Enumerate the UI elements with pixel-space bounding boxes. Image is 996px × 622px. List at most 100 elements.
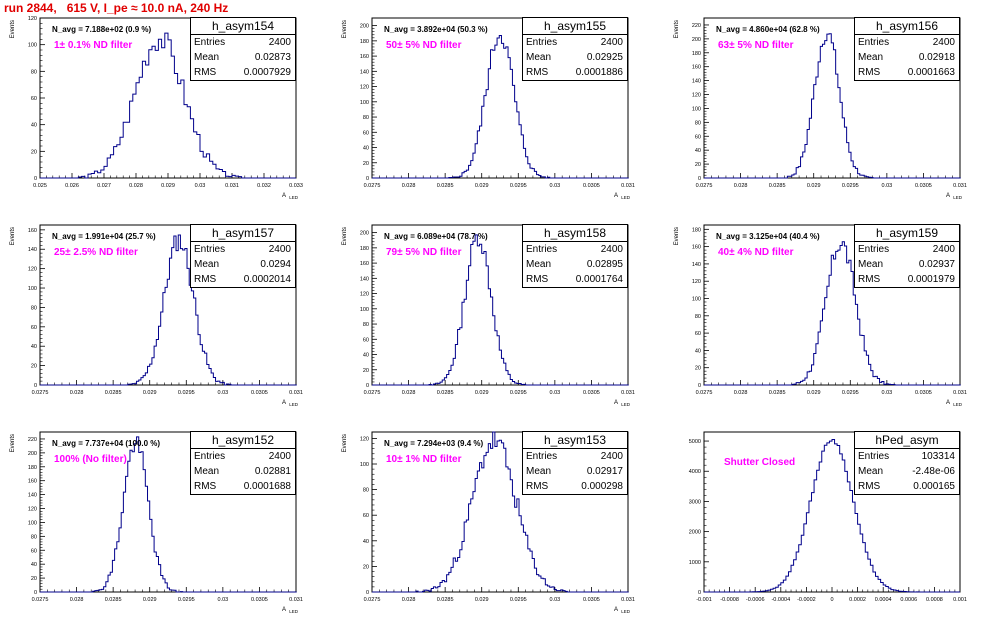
y-tick-label: 20 (31, 149, 37, 155)
y-tick-label: 120 (360, 292, 369, 298)
stats-row-rms: RMS 0.0001663 (855, 65, 959, 80)
x-axis-title-subscript: LED (289, 609, 299, 614)
x-tick-label: 0.03 (549, 183, 560, 189)
stats-value: 0.02925 (586, 52, 623, 63)
y-tick-label: 80 (695, 314, 701, 320)
y-tick-label: 140 (360, 276, 369, 282)
stats-value: 2400 (268, 451, 291, 462)
y-tick-label: 160 (360, 54, 369, 60)
histogram-line (704, 33, 961, 179)
plot-frame (39, 431, 297, 593)
stats-row-entries: Entries 2400 (191, 35, 295, 50)
histogram-svg: 0.0275 0.028 0.0285 0.029 0.0295 0.03 0.0305 0.… (342, 17, 635, 200)
x-tick-label: 0.029 (807, 390, 821, 396)
y-tick-label: 20 (31, 364, 37, 370)
y-tick-label: 100 (28, 43, 37, 49)
histogram-pad-h_asym159: 0.0275 0.028 0.0285 0.029 0.0295 0.03 0.0305 0.… (664, 207, 967, 407)
histogram-svg: 0.0275 0.028 0.0285 0.029 0.0295 0.03 0.0305 0.… (10, 224, 303, 407)
y-axis-title: Events (10, 20, 16, 38)
histogram-svg: -0.001 -0.0008 -0.0006 -0.0004 -0.0002 0 0.000… (689, 431, 967, 603)
stats-value: 0.0001764 (575, 274, 623, 285)
y-tick-label: 2000 (689, 530, 701, 536)
stats-label: Mean (526, 466, 552, 477)
stats-label: Entries (526, 244, 558, 255)
histogram-line (40, 32, 296, 179)
x-tick-label: 0.029 (475, 597, 489, 603)
stats-label: RMS (858, 481, 881, 492)
x-tick-label: 0.0295 (178, 597, 195, 603)
x-axis-title: A (614, 400, 618, 406)
stats-label: Mean (858, 259, 884, 270)
x-tick-label: 0.029 (475, 390, 489, 396)
histogram-name: hPed_asym (855, 432, 959, 449)
y-tick-label: 120 (692, 279, 701, 285)
x-tick-label: 0.029 (161, 183, 175, 189)
filter-label: 25± 2.5% ND filter (54, 247, 138, 258)
stats-label: Mean (526, 259, 552, 270)
y-tick-label: 160 (28, 479, 37, 485)
y-tick-label: 60 (363, 513, 369, 519)
histogram-name: h_asym157 (191, 225, 295, 242)
histogram-name: h_asym152 (191, 432, 295, 449)
y-tick-label: 5000 (689, 439, 701, 445)
y-tick-label: 220 (28, 437, 37, 443)
histogram-pad-h_asym154: 0.025 0.026 0.027 0.028 0.029 0.03 0.031 0.032 0… (0, 0, 303, 200)
x-tick-label: 0.0285 (437, 183, 454, 189)
y-tick-label: 20 (31, 576, 37, 582)
x-tick-label: 0.028 (129, 183, 143, 189)
stats-value: 0.0001886 (575, 67, 623, 78)
x-tick-label: 0.028 (734, 390, 748, 396)
y-tick-label: 0 (34, 383, 37, 389)
x-tick-label: 0.031 (621, 597, 635, 603)
histogram-svg: 0.0275 0.028 0.0285 0.029 0.0295 0.03 0.0305 0.… (342, 224, 635, 407)
x-tick-label: 0.0008 (926, 597, 943, 603)
stats-label: RMS (194, 274, 217, 285)
histogram-name: h_asym156 (855, 18, 959, 35)
filter-label: 10± 1% ND filter (386, 454, 462, 465)
y-tick-label: 100 (360, 462, 369, 468)
x-tick-label: 0.0285 (437, 597, 454, 603)
run-title: run 2844, 615 V, I_pe ≈ 10.0 nA, 240 Hz (4, 1, 229, 15)
histogram-svg: 0.0275 0.028 0.0285 0.029 0.0295 0.03 0.0305 0.… (10, 431, 303, 614)
histogram-name: h_asym153 (523, 432, 627, 449)
stats-row-entries: Entries 2400 (191, 449, 295, 464)
stats-row-mean: Mean 0.02918 (855, 50, 959, 65)
stats-value: 0.0001979 (907, 274, 955, 285)
histogram-name: h_asym158 (523, 225, 627, 242)
x-tick-label: 0.032 (257, 183, 271, 189)
y-tick-label: 60 (31, 96, 37, 102)
y-tick-label: 80 (363, 115, 369, 121)
stats-label: Entries (194, 37, 226, 48)
filter-label: 40± 4% ND filter (718, 247, 794, 258)
x-tick-label: -0.0008 (720, 597, 739, 603)
stats-value: 2400 (600, 244, 623, 255)
stats-value: 0.000165 (913, 481, 955, 492)
x-tick-label: 0.028 (70, 597, 84, 603)
stats-value: 0.0007929 (243, 67, 291, 78)
stats-value: 2400 (932, 37, 955, 48)
x-tick-label: 0.029 (807, 183, 821, 189)
stats-label: Mean (194, 52, 220, 63)
x-axis-title: A (946, 193, 950, 199)
y-tick-label: 40 (31, 562, 37, 568)
y-tick-label: 120 (28, 267, 37, 273)
stats-label: Entries (526, 451, 558, 462)
y-tick-label: 60 (31, 548, 37, 554)
y-tick-label: 100 (692, 297, 701, 303)
n-avg-label: N_avg = 7.737e+04 (100.0 %) (52, 439, 161, 448)
x-tick-label: 0.0295 (510, 390, 527, 396)
y-tick-label: 100 (28, 520, 37, 526)
stats-row-mean: Mean 0.02925 (523, 50, 627, 65)
stats-label: Mean (526, 52, 552, 63)
stats-row-rms: RMS 0.0001764 (523, 272, 627, 287)
x-tick-label: 0.031 (621, 390, 635, 396)
y-tick-label: 0 (34, 590, 37, 596)
x-tick-label: -0.001 (696, 597, 712, 603)
y-tick-label: 140 (360, 69, 369, 75)
x-tick-label: -0.0006 (746, 597, 765, 603)
y-tick-label: 1000 (689, 560, 701, 566)
y-tick-label: 160 (692, 245, 701, 251)
y-tick-label: 40 (363, 539, 369, 545)
stats-value: 0.000298 (581, 481, 623, 492)
stats-value: 2400 (600, 451, 623, 462)
